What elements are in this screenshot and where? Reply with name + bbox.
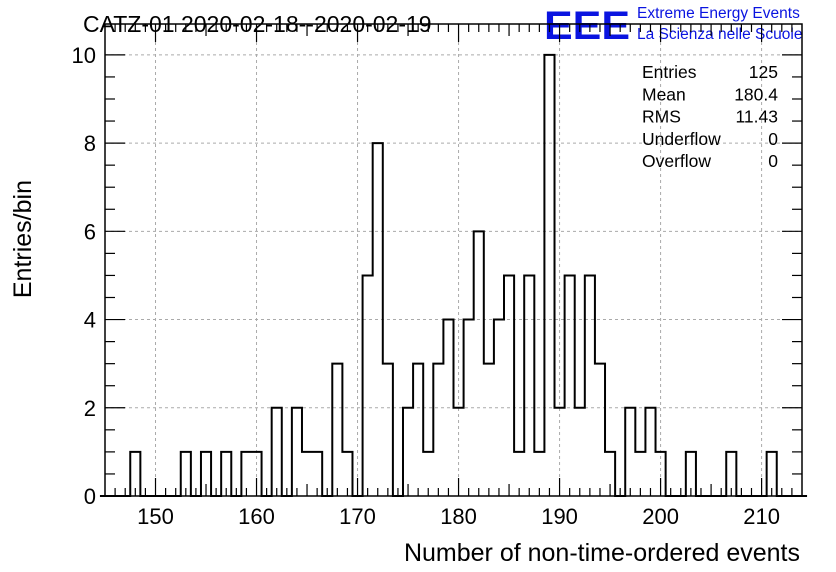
histogram-bin	[565, 275, 575, 496]
histogram-bin	[625, 408, 635, 496]
stats-value: 0	[768, 151, 778, 171]
y-axis-label: Entries/bin	[9, 180, 37, 298]
logo-mark: EEE	[544, 4, 630, 48]
x-axis-label: Number of non-time-ordered events	[404, 539, 800, 567]
histogram-bin	[363, 275, 373, 496]
y-tick-label: 4	[84, 308, 96, 333]
x-tick-label: 150	[137, 504, 174, 529]
histogram-bin	[524, 275, 534, 496]
histogram-bin	[504, 275, 514, 496]
x-tick-labels: 150 160 170 180 190 200 210	[137, 504, 780, 529]
histogram-bin	[474, 231, 484, 496]
stats-value: 180.4	[734, 84, 778, 104]
histogram-bin	[645, 408, 655, 496]
histogram-bin	[484, 364, 494, 496]
stats-value: 0	[768, 129, 778, 149]
histogram-bin	[403, 408, 413, 496]
stats-value: 125	[749, 62, 778, 82]
histogram-bin	[272, 408, 282, 496]
x-tick-label: 210	[743, 504, 780, 529]
logo-line-1: Extreme Energy Events	[637, 5, 800, 22]
stats-label: RMS	[642, 107, 681, 127]
y-tick-label: 6	[84, 219, 96, 244]
histogram-bin	[585, 275, 595, 496]
y-tick-label: 2	[84, 396, 96, 421]
x-tick-label: 200	[642, 504, 679, 529]
eee-logo: EEE Extreme Energy Events La Scienza nel…	[544, 4, 802, 48]
logo-line-2: La Scienza nelle Scuole	[637, 26, 802, 43]
x-tick-label: 160	[238, 504, 275, 529]
stats-label: Underflow	[642, 129, 721, 149]
y-tick-label: 0	[84, 484, 96, 509]
y-tick-label: 10	[72, 43, 96, 68]
stats-label: Mean	[642, 84, 686, 104]
y-tick-label: 8	[84, 131, 96, 156]
histogram-bin	[544, 55, 554, 496]
axis-ticks	[105, 24, 802, 497]
stats-value: 11.43	[736, 107, 779, 127]
stats-label: Entries	[642, 62, 697, 82]
histogram-bin	[575, 408, 585, 496]
x-tick-label: 180	[440, 504, 477, 529]
y-tick-labels: 0 2 4 6 8 10	[72, 43, 96, 509]
histogram-bin	[433, 364, 443, 496]
histogram-line	[99, 53, 808, 497]
histogram-bin	[292, 408, 302, 496]
histogram-bin	[413, 364, 423, 496]
plot-frame	[104, 23, 803, 497]
x-tick-label: 190	[541, 504, 578, 529]
grid	[105, 24, 802, 496]
x-tick-label: 170	[339, 504, 376, 529]
histogram-bin	[383, 364, 393, 496]
stats-box: Entries 125 Mean 180.4 RMS 11.43 Underflow 0 Ove…	[642, 62, 778, 171]
stats-label: Overflow	[642, 151, 711, 171]
histogram-bin	[332, 364, 342, 496]
histogram-bin	[595, 364, 605, 496]
